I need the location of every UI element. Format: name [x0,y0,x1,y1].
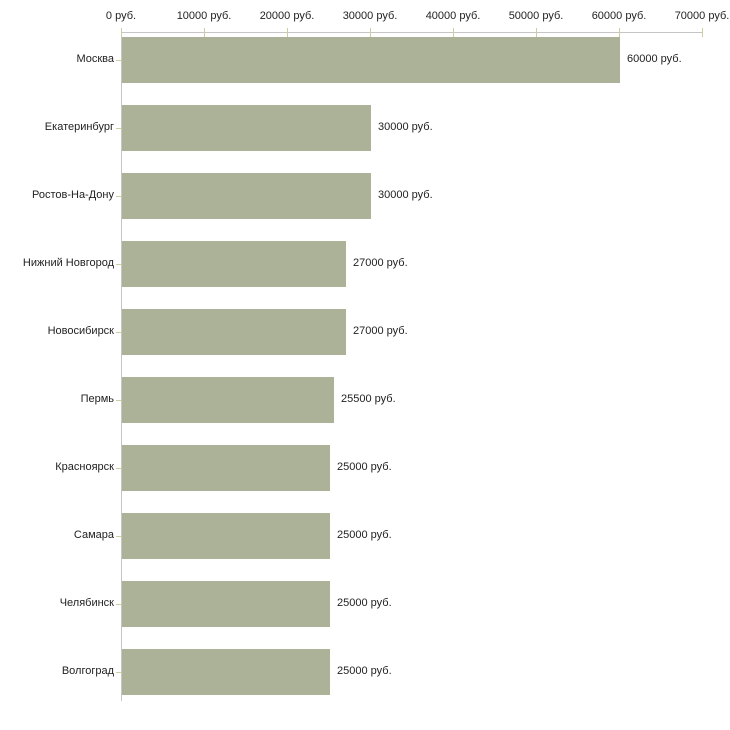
category-tick [116,536,121,537]
value-label: 30000 руб. [378,189,433,201]
category-label: Волгоград [61,665,114,677]
x-axis-tick-label: 60000 руб. [591,10,647,22]
category-label: Самара [73,529,114,541]
x-axis-tick [204,28,205,37]
value-label: 25000 руб. [337,597,392,609]
x-axis-tick-label: 20000 руб. [259,10,315,22]
category-tick [116,196,121,197]
x-axis-tick-label: 70000 руб. [674,10,730,22]
category-label: Нижний Новгород [22,257,114,269]
bar [122,37,620,83]
category-label: Новосибирск [47,325,114,337]
x-axis-tick [453,28,454,37]
x-axis-tick-label: 10000 руб. [176,10,232,22]
bar [122,173,371,219]
value-label: 25500 руб. [341,393,396,405]
x-axis-tick-label: 40000 руб. [425,10,481,22]
value-label: 30000 руб. [378,121,433,133]
category-tick [116,60,121,61]
x-axis-tick-label: 30000 руб. [342,10,398,22]
x-axis-line [121,32,703,33]
bar [122,377,334,423]
bar [122,581,330,627]
category-tick [116,264,121,265]
category-tick [116,672,121,673]
bar [122,649,330,695]
category-label: Москва [76,53,114,65]
x-axis-tick-label: 0 руб. [105,10,137,22]
x-axis-tick [370,28,371,37]
value-label: 60000 руб. [627,53,682,65]
category-tick [116,400,121,401]
category-label: Ростов-На-Дону [31,189,114,201]
x-axis-tick [287,28,288,37]
x-axis-tick [619,28,620,37]
value-label: 25000 руб. [337,665,392,677]
y-axis-line [121,32,122,701]
bar [122,309,346,355]
bar [122,241,346,287]
value-label: 27000 руб. [353,325,408,337]
category-label: Челябинск [59,597,114,609]
bar [122,445,330,491]
category-label: Екатеринбург [44,121,114,133]
x-axis-tick [536,28,537,37]
x-axis-tick-label: 50000 руб. [508,10,564,22]
x-axis-tick [702,28,703,37]
bar [122,513,330,559]
value-label: 27000 руб. [353,257,408,269]
category-label: Пермь [80,393,114,405]
category-label: Красноярск [55,461,114,473]
category-tick [116,468,121,469]
category-tick [116,128,121,129]
value-label: 25000 руб. [337,461,392,473]
category-tick [116,332,121,333]
category-tick [116,604,121,605]
value-label: 25000 руб. [337,529,392,541]
x-axis-tick [121,28,122,37]
bar [122,105,371,151]
